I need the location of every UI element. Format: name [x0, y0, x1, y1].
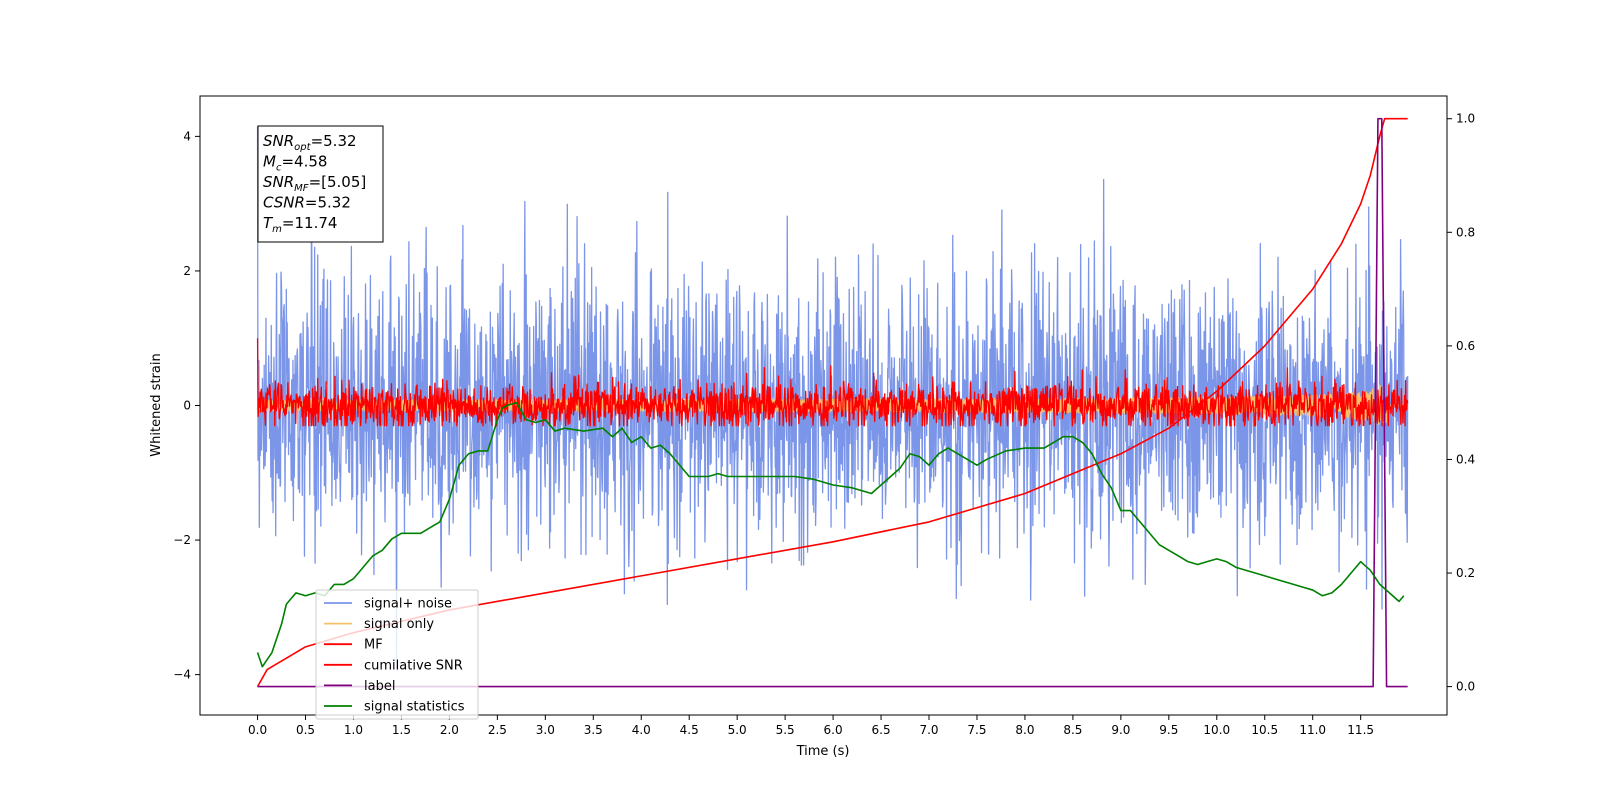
annotation-line: Mc=4.58 — [263, 153, 327, 174]
annotation-subscript: opt — [294, 142, 311, 153]
x-tick-label: 4.5 — [680, 723, 699, 737]
annotation-symbol: T — [263, 214, 274, 232]
y-tick-label: 2 — [183, 264, 191, 278]
series-signal-statistics — [256, 401, 1405, 668]
x-axis-label: Time (s) — [796, 744, 850, 759]
annotation-frame — [257, 125, 384, 243]
x-tick-label: 11.5 — [1347, 723, 1374, 737]
annotation-line: Tm=11.74 — [263, 214, 337, 235]
y-axis-left: −4 −2 0 2 4 — [173, 129, 200, 682]
legend-label-cumilative-snr: cumilative SNR — [364, 658, 463, 673]
x-tick-label: 7.0 — [919, 723, 938, 737]
x-tick-label: 9.0 — [1111, 723, 1130, 737]
x-tick-label: 4.0 — [632, 723, 651, 737]
x-tick-label: 0.5 — [296, 723, 315, 737]
x-tick-label: 10.0 — [1203, 723, 1230, 737]
annotation-line: CSNR=5.32 — [263, 194, 351, 212]
y-axis-right: 0.0 0.2 0.4 0.6 0.8 1.0 — [1447, 112, 1475, 694]
series-mf — [256, 338, 1409, 427]
x-tick-label: 8.5 — [1063, 723, 1082, 737]
annotation-subscript: m — [272, 224, 282, 235]
x-tick-label: 7.5 — [967, 723, 986, 737]
x-tick-label: 11.0 — [1299, 723, 1326, 737]
x-tick-label: 1.0 — [344, 723, 363, 737]
x-tick-label: 3.5 — [584, 723, 603, 737]
legend-label-mf: MF — [364, 638, 383, 653]
legend-label-signal-only: signal only — [364, 617, 434, 632]
x-tick-label: 6.0 — [824, 723, 843, 737]
legend-frame — [315, 589, 479, 720]
legend-label-signal-noise: signal+ noise — [364, 597, 452, 612]
x-tick-label: 1.5 — [392, 723, 411, 737]
y-tick-label: 0 — [183, 399, 191, 413]
annotation-value: =[5.05] — [309, 173, 367, 191]
annotation-line: SNRMF=[5.05] — [263, 173, 366, 194]
y-tick-label: −2 — [173, 533, 191, 547]
y2-tick-label: 0.4 — [1456, 452, 1475, 466]
annotation-value: =4.58 — [281, 153, 327, 171]
annotation-line: SNRopt=5.32 — [263, 132, 357, 153]
y2-tick-label: 0.6 — [1456, 339, 1475, 353]
series-label — [257, 117, 1408, 688]
y-tick-label: 4 — [183, 129, 191, 143]
annotation-value: =5.32 — [305, 194, 351, 212]
x-axis: 0.0 0.5 1.0 1.5 2.0 2.5 3.0 3.5 4.0 4.5 5.0 5.5 6.0 6… — [248, 715, 1374, 737]
y2-tick-label: 0.2 — [1456, 566, 1475, 580]
annotation-symbol: CSNR — [263, 194, 305, 212]
y-tick-label: −4 — [173, 668, 191, 682]
x-tick-label: 2.0 — [440, 723, 459, 737]
x-tick-label: 5.5 — [776, 723, 795, 737]
legend-label-label: label — [364, 679, 395, 694]
x-tick-label: 9.5 — [1159, 723, 1178, 737]
x-tick-label: 5.0 — [728, 723, 747, 737]
legend: signal+ noise signal only MF cumilative SNR… — [315, 589, 479, 720]
x-tick-label: 10.5 — [1251, 723, 1278, 737]
x-tick-label: 8.0 — [1015, 723, 1034, 737]
annotation-value: =5.32 — [311, 132, 357, 150]
annotation-symbol: SNR — [263, 173, 294, 191]
x-tick-label: 0.0 — [248, 723, 267, 737]
annotation-subscript: c — [276, 163, 282, 174]
x-tick-label: 3.0 — [536, 723, 555, 737]
annotation-symbol: M — [263, 153, 276, 171]
y2-tick-label: 0.8 — [1456, 225, 1475, 239]
annotation-subscript: MF — [294, 183, 309, 194]
y2-tick-label: 1.0 — [1456, 112, 1475, 126]
legend-label-signal-statistics: signal statistics — [364, 700, 465, 715]
x-tick-label: 2.5 — [488, 723, 507, 737]
annotation-symbol: SNR — [263, 132, 294, 150]
annotation-value: =11.74 — [282, 214, 338, 232]
y2-tick-label: 0.0 — [1456, 680, 1475, 694]
series-signal-noise — [256, 126, 1409, 670]
x-tick-label: 6.5 — [872, 723, 891, 737]
stats-annotation-box: SNRopt=5.32Mc=4.58SNRMF=[5.05]CSNR=5.32T… — [257, 125, 384, 243]
y-axis-label: Whitened strain — [149, 353, 164, 456]
